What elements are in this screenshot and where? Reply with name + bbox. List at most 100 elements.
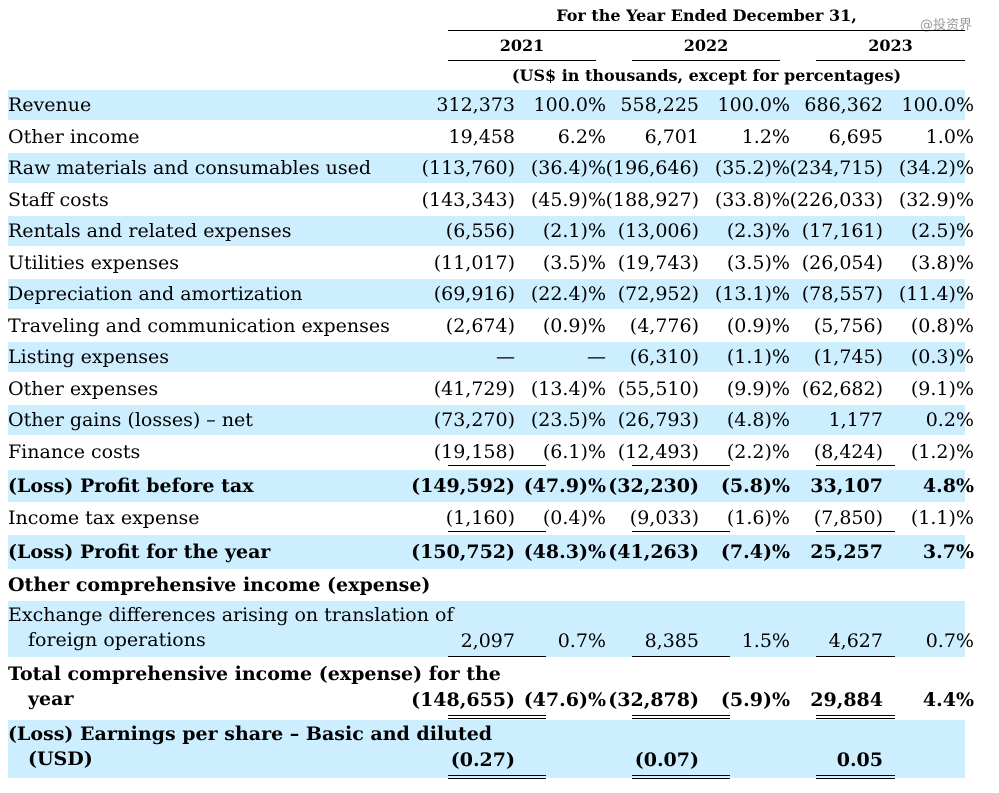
value-2023-amount: (62,682)	[801, 378, 883, 400]
row-label-line: (Loss) Earnings per share – Basic and di…	[8, 723, 493, 745]
row-label-line: (Loss) Profit for the year	[8, 541, 271, 563]
value-2021-percent: (47.6)%	[523, 689, 606, 711]
value-2021-percent: (0.9)%	[542, 315, 606, 337]
value-2023-amount: (17,161)	[801, 220, 883, 242]
value-2023-percent: 4.8%	[922, 475, 974, 497]
row-label: (Loss) Profit for the year	[8, 540, 270, 565]
value-2023-amount: 29,884	[810, 689, 883, 711]
value-2023-percent: (0.8)%	[910, 315, 974, 337]
value-2023-percent: (32.9)%	[898, 189, 974, 211]
row-label-line: Total comprehensive income (expense) for…	[8, 663, 501, 685]
year-rule-2022	[632, 60, 780, 61]
value-2021-percent: 0.7%	[557, 630, 606, 652]
value-2023-percent: 0.2%	[925, 409, 974, 431]
value-2021-amount: 2,097	[460, 630, 515, 652]
row-label: Raw materials and consumables used	[8, 156, 371, 181]
row-utilities: Utilities expenses (11,017) (3.5)% (19,743)…	[8, 248, 974, 278]
watermark: @投资界	[920, 18, 973, 33]
value-2022-percent: (5.8)%	[720, 475, 790, 497]
value-2021-amount: —	[496, 346, 515, 368]
year-2021: 2021	[499, 36, 545, 55]
value-2022-percent: (0.9)%	[726, 315, 790, 337]
value-2021-amount: (113,760)	[421, 157, 515, 179]
row-label-line: Other comprehensive income (expense)	[8, 574, 431, 596]
row-other-gains: Other gains (losses) – net (73,270) (23.5)…	[8, 405, 974, 435]
row-oci-heading: Other comprehensive income (expense)	[8, 570, 965, 600]
value-2021-amount: (6,556)	[445, 220, 515, 242]
header-rule	[448, 30, 965, 31]
row-other-income: Other income 19,458 6.2% 6,701 1.2% 6,695 1.0%	[8, 122, 974, 152]
value-2022-percent: (13.1)%	[714, 283, 790, 305]
value-2022-amount: (0.07)	[634, 749, 699, 771]
value-2022-percent: (2.3)%	[726, 220, 790, 242]
value-2021-percent: —	[587, 346, 606, 368]
value-2021-amount: 312,373	[436, 94, 515, 116]
value-2022-amount: (4,776)	[629, 315, 699, 337]
value-2022-percent: (1.6)%	[726, 507, 790, 529]
row-label-line: Other gains (losses) – net	[8, 409, 253, 431]
row-traveling: Traveling and communication expenses (2,6…	[8, 311, 974, 341]
value-2021-amount: 19,458	[448, 126, 515, 148]
row-label: Staff costs	[8, 188, 109, 213]
value-2023-percent: 4.4%	[922, 689, 974, 711]
value-2021-percent: (48.3)%	[523, 541, 606, 563]
value-2023-percent: (3.8)%	[910, 252, 974, 274]
value-2023-amount: 0.05	[836, 749, 883, 771]
row-label-line: Income tax expense	[8, 507, 200, 529]
total-underline	[816, 775, 895, 779]
value-2022-amount: (13,006)	[617, 220, 699, 242]
value-2022-percent: 1.5%	[741, 630, 790, 652]
value-2022-percent: 1.2%	[741, 126, 790, 148]
row-profit-for-year: (Loss) Profit for the year (150,752) (48.3…	[8, 535, 974, 569]
value-2022-amount: 6,701	[644, 126, 699, 148]
value-2023-amount: (7,850)	[813, 507, 883, 529]
value-2023-amount: (1,745)	[813, 346, 883, 368]
row-label-line: Finance costs	[8, 441, 141, 463]
value-2023-percent: 0.7%	[925, 630, 974, 652]
units-note: (US$ in thousands, except for percentage…	[511, 66, 902, 85]
row-income-tax: Income tax expense (1,160) (0.4)% (9,033) (1…	[8, 503, 974, 533]
row-other-expenses: Other expenses (41,729) (13.4)% (55,510) (9.…	[8, 374, 974, 404]
year-2022: 2022	[683, 36, 729, 55]
row-label: (Loss) Earnings per share – Basic and di…	[8, 722, 492, 772]
value-2023-amount: (26,054)	[801, 252, 883, 274]
value-2023-percent: 3.7%	[922, 541, 974, 563]
value-2022-percent: (35.2)%	[714, 157, 790, 179]
row-exchange-differences: Exchange differences arising on translat…	[8, 601, 974, 657]
value-2021-percent: (6.1)%	[542, 441, 606, 463]
row-listing: Listing expenses — — (6,310) (1.1)% (1,745) (0…	[8, 342, 974, 372]
value-2023-amount: (226,033)	[789, 189, 883, 211]
row-label: Income tax expense	[8, 506, 199, 531]
row-label-line: Revenue	[8, 94, 92, 116]
row-label-line: (Loss) Profit before tax	[8, 475, 254, 497]
row-label-line: Raw materials and consumables used	[8, 157, 372, 179]
value-2022-percent: (9.9)%	[726, 378, 790, 400]
value-2021-amount: (149,592)	[411, 475, 515, 497]
value-2021-amount: (69,916)	[433, 283, 515, 305]
row-depreciation: Depreciation and amortization (69,916) (22…	[8, 279, 974, 309]
row-label: Rentals and related expenses	[8, 219, 292, 244]
total-underline	[816, 531, 895, 532]
value-2021-amount: (19,158)	[433, 441, 515, 463]
total-underline	[632, 656, 730, 657]
value-2022-percent: (3.5)%	[726, 252, 790, 274]
value-2022-amount: (188,927)	[605, 189, 699, 211]
row-eps: (Loss) Earnings per share – Basic and di…	[8, 720, 965, 779]
row-raw-materials: Raw materials and consumables used (113,7…	[8, 153, 974, 183]
row-label: Exchange differences arising on translat…	[8, 603, 454, 653]
row-label: (Loss) Profit before tax	[8, 474, 254, 499]
value-2023-amount: (8,424)	[813, 441, 883, 463]
year-rule-2021	[448, 60, 596, 61]
value-2023-amount: (78,557)	[801, 283, 883, 305]
row-label-line: Rentals and related expenses	[8, 220, 292, 242]
value-2023-percent: (1.2)%	[910, 441, 974, 463]
value-2023-amount: (234,715)	[789, 157, 883, 179]
total-underline	[448, 531, 546, 532]
total-underline	[816, 465, 895, 466]
row-label: Listing expenses	[8, 345, 169, 370]
value-2023-percent: (9.1)%	[910, 378, 974, 400]
value-2021-percent: (3.5)%	[542, 252, 606, 274]
value-2023-amount: 33,107	[810, 475, 883, 497]
value-2021-percent: (0.4)%	[542, 507, 606, 529]
row-label: Other comprehensive income (expense)	[8, 573, 430, 598]
